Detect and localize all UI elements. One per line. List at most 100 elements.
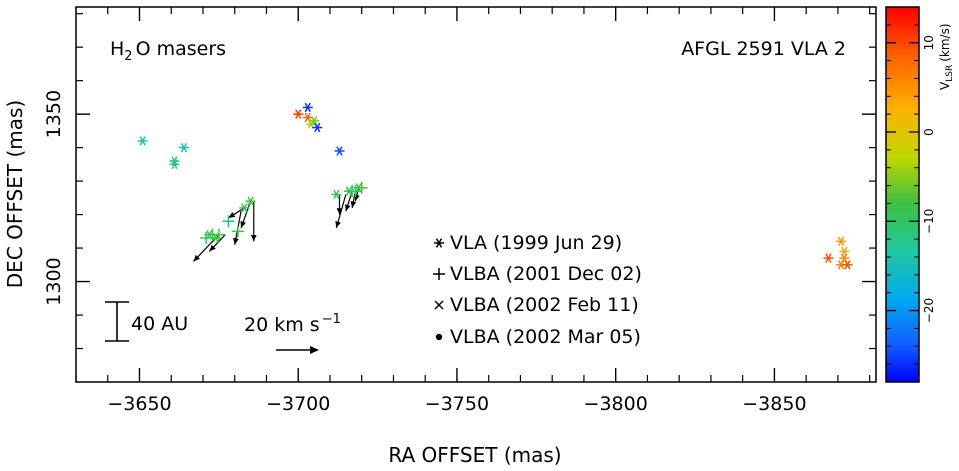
asterisk-stroke — [206, 229, 213, 240]
cross-stroke — [434, 300, 444, 310]
legend: VLA (1999 Jun 29) VLBA (2001 Dec 02) VLB… — [433, 232, 642, 348]
colorbar-label-sub: LSR — [945, 65, 955, 82]
legend-label-vlba-dec: VLBA (2001 Dec 02) — [450, 263, 642, 285]
legend-markers — [433, 238, 445, 341]
asterisk-stroke — [333, 189, 340, 200]
maser-point — [836, 236, 847, 247]
colorbar-ticks: 10 0 −10 −20 — [886, 6, 936, 365]
maser-point — [842, 260, 853, 270]
asterisk-stroke — [825, 253, 832, 263]
asterisk-stroke — [435, 238, 443, 248]
motion-vector-arrowhead — [209, 244, 216, 252]
motion-vector-arrowhead — [250, 234, 257, 242]
x-tick-label: −3700 — [266, 393, 330, 415]
y-tick-label: 1350 — [43, 90, 65, 138]
annotation-left-sub: 2 — [124, 49, 132, 64]
asterisk-stroke — [304, 112, 311, 123]
y-axis-label: DEC OFFSET (mas) — [3, 100, 27, 288]
colorbar-label-unit: (km/s) — [938, 24, 952, 62]
x-axis-label: RA OFFSET (mas) — [388, 443, 561, 467]
maser-point — [239, 203, 250, 213]
asterisk-stroke — [314, 122, 321, 133]
maser-point — [178, 142, 189, 153]
colorbar: 10 0 −10 −20 VLSR (km/s) — [885, 6, 955, 383]
asterisk-stroke — [171, 159, 178, 170]
maser-point — [245, 196, 256, 206]
motion-vector-arrowhead — [350, 201, 357, 208]
velocity-scale-arrowhead — [310, 346, 319, 354]
legend-marker — [435, 333, 443, 341]
asterisk-stroke — [310, 116, 318, 126]
asterisk-stroke — [304, 102, 311, 113]
maser-point — [334, 146, 345, 156]
annotation-left-post: O masers — [136, 38, 226, 60]
maser-point — [312, 122, 323, 133]
scale-bar-label: 40 AU — [131, 313, 188, 335]
maser-points — [137, 102, 853, 270]
asterisk-stroke — [180, 142, 188, 153]
dot-mark — [435, 333, 443, 341]
maser-point — [210, 233, 221, 243]
colorbar-tick-label: −10 — [922, 209, 936, 234]
maser-point — [169, 159, 180, 170]
plot-frame-rect — [75, 6, 877, 383]
asterisk-stroke — [336, 146, 343, 156]
asterisk-stroke — [837, 260, 845, 270]
velocity-scale-exponent: −1 — [322, 312, 341, 327]
maser-point — [222, 215, 235, 228]
maser-point — [231, 225, 244, 238]
colorbar-gradient — [885, 6, 920, 383]
velocity-scale-label: 20 km s −1 — [244, 312, 341, 336]
maser-point — [302, 102, 313, 113]
velocity-scale-value: 20 — [244, 314, 268, 336]
maser-point — [349, 185, 362, 198]
asterisk-stroke — [247, 196, 254, 206]
legend-label-vla: VLA (1999 Jun 29) — [450, 232, 622, 254]
legend-marker — [434, 238, 444, 248]
motion-vector-arrowhead — [228, 212, 236, 218]
legend-label-vlba-mar: VLBA (2002 Mar 05) — [450, 326, 641, 348]
motion-vectors — [193, 187, 360, 262]
asterisk-stroke — [139, 136, 146, 146]
x-tick-label: −3800 — [584, 393, 648, 415]
plot-frame — [75, 6, 877, 383]
colorbar-tick-label: −20 — [922, 298, 936, 323]
annotation-left-pre: H — [110, 38, 124, 60]
legend-marker — [434, 300, 444, 310]
x-tick-label: −3850 — [742, 393, 806, 415]
maser-point — [137, 136, 148, 146]
legend-marker — [433, 268, 445, 280]
scale-bar: 40 AU — [105, 301, 188, 342]
velocity-scale: 20 km s −1 — [244, 312, 341, 354]
motion-vector-arrowhead — [345, 204, 351, 212]
asterisk-stroke — [241, 203, 248, 213]
asterisk-stroke — [844, 260, 851, 270]
motion-vector-arrowhead — [233, 237, 239, 245]
colorbar-label-v: V — [938, 81, 952, 90]
annotation-right: AFGL 2591 VLA 2 — [681, 38, 846, 60]
y-tick-label: 1300 — [43, 257, 65, 305]
colorbar-tick-label: 10 — [922, 35, 936, 50]
maser-point — [823, 253, 834, 263]
motion-vector-arrowhead — [335, 221, 341, 228]
asterisk-stroke — [212, 233, 219, 243]
x-tick-label: −3650 — [107, 393, 171, 415]
axis-ticks — [75, 7, 876, 382]
motion-vector-arrowhead — [240, 221, 246, 228]
maser-point — [331, 189, 342, 200]
tick-labels: −3650 −3700 −3750 −3800 −3850 1300 1350 — [43, 90, 807, 415]
maser-point — [293, 109, 304, 119]
colorbar-label: VLSR (km/s) — [938, 24, 955, 91]
annotation-left: H2 O masers — [110, 38, 226, 64]
maser-point — [839, 246, 850, 257]
maser-point — [355, 181, 368, 194]
motion-vector-arrowhead — [193, 254, 200, 262]
colorbar-tick-label: 0 — [922, 128, 936, 136]
legend-label-vlba-feb: VLBA (2002 Feb 11) — [450, 294, 639, 316]
maser-point — [839, 253, 850, 263]
asterisk-stroke — [837, 236, 845, 247]
velocity-scale-unit: km s — [274, 314, 319, 336]
asterisk-stroke — [295, 109, 302, 119]
x-tick-label: −3750 — [425, 393, 489, 415]
